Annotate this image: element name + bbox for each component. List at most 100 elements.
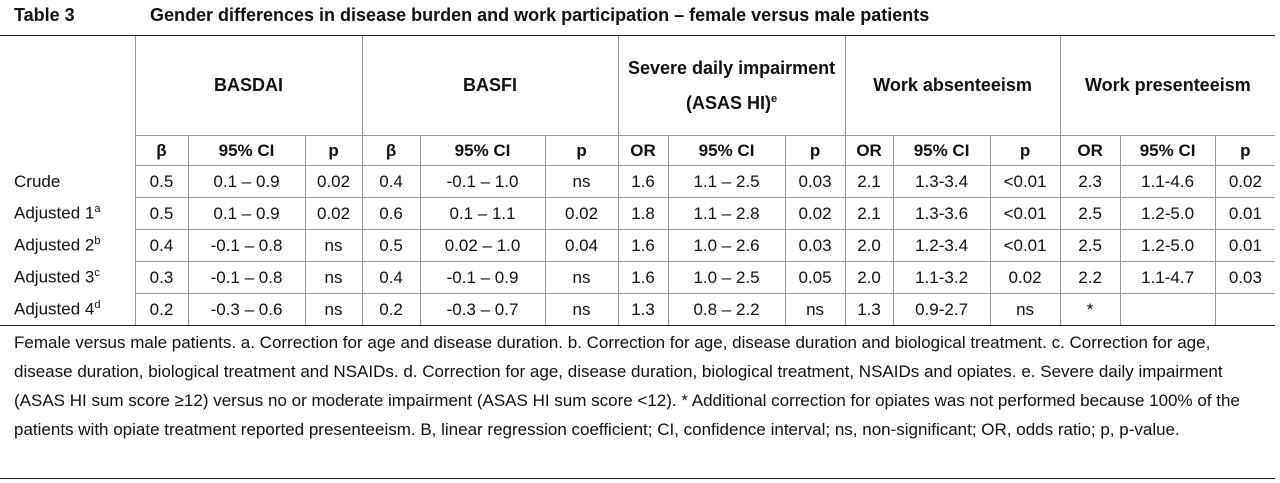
- table-cell: 1.6: [617, 261, 669, 294]
- table-cell: 1.2-5.0: [1119, 197, 1216, 230]
- group-header-text: Work absenteeism: [873, 75, 1032, 95]
- group-header: BASDAI: [134, 35, 363, 136]
- row-label-sup: c: [94, 267, 100, 280]
- table-cell: 0.02: [989, 261, 1061, 294]
- table-cell: 1.1 – 2.8: [667, 197, 786, 230]
- table-cell: 1.1-4.7: [1119, 261, 1216, 294]
- row-label-text: Adjusted 2: [14, 235, 95, 255]
- empty-cell: [1119, 293, 1216, 326]
- column-header: β: [134, 135, 188, 166]
- table-cell: 0.02: [304, 197, 363, 230]
- table-cell: -0.1 – 0.9: [419, 261, 546, 294]
- table-cell: 1.6: [617, 229, 669, 262]
- group-header-text: Work presenteeism: [1084, 75, 1251, 95]
- table-cell: ns: [544, 293, 619, 326]
- table-cell: 0.04: [544, 229, 619, 262]
- table-cell: 2.0: [844, 261, 894, 294]
- table-cell: 0.03: [784, 165, 846, 198]
- row-label-sup: b: [94, 235, 101, 248]
- table-cell: 0.02: [304, 165, 363, 198]
- table-cell: 1.3-3.4: [892, 165, 991, 198]
- group-header: Work absenteeism: [844, 35, 1061, 136]
- column-header: β: [361, 135, 421, 166]
- table-cell: 0.01: [1214, 197, 1276, 230]
- table-cell: 0.6: [361, 197, 421, 230]
- table-cell: 1.2-5.0: [1119, 229, 1216, 262]
- table-cell: 1.0 – 2.6: [667, 229, 786, 262]
- table-cell: ns: [544, 165, 619, 198]
- table-caption: Gender differences in disease burden and…: [150, 5, 930, 25]
- table-cell: 0.9-2.7: [892, 293, 991, 326]
- column-header: 95% CI: [419, 135, 546, 166]
- column-header: OR: [844, 135, 894, 166]
- column-header: 95% CI: [187, 135, 305, 166]
- group-header-sup: e: [770, 92, 778, 105]
- table-row: Adjusted 4d 0.2 -0.3 – 0.6 ns 0.2 -0.3 – 0.7 n…: [0, 293, 1276, 326]
- table-cell: <0.01: [989, 165, 1061, 198]
- table-cell: 1.6: [617, 165, 669, 198]
- column-header: p: [989, 135, 1061, 166]
- table-row: Adjusted 2b 0.4 -0.1 – 0.8 ns 0.5 0.02 – 1.0 0…: [0, 229, 1276, 262]
- table-cell: *: [1059, 293, 1121, 326]
- column-header: OR: [617, 135, 669, 166]
- table-cell: 1.0 – 2.5: [667, 261, 786, 294]
- table-cell: -0.1 – 0.8: [187, 261, 305, 294]
- table-cell: 0.1 – 0.9: [187, 197, 305, 230]
- table-cell: ns: [304, 261, 363, 294]
- row-label-text: Adjusted 1: [14, 203, 95, 223]
- row-label-sup: a: [94, 203, 101, 216]
- row-label: Adjusted 2b: [0, 230, 135, 262]
- table-cell: 0.03: [1214, 261, 1276, 294]
- column-header: p: [544, 135, 619, 166]
- group-header-text: Severe daily impairment (ASAS HI): [628, 57, 836, 113]
- table-cell: <0.01: [989, 229, 1061, 262]
- row-label: Adjusted 4d: [0, 293, 135, 326]
- column-header: p: [784, 135, 846, 166]
- bottom-rule: [0, 478, 1275, 479]
- table-cell: 0.5: [134, 197, 188, 230]
- table-cell: -0.1 – 1.0: [419, 165, 546, 198]
- table-row: Adjusted 3c 0.3 -0.1 – 0.8 ns 0.4 -0.1 – 0.9 n…: [0, 261, 1276, 294]
- column-header: 95% CI: [892, 135, 991, 166]
- row-label-text: Adjusted 4: [14, 299, 95, 319]
- footnote: Female versus male patients. a. Correcti…: [14, 333, 1240, 439]
- row-label-text: Crude: [14, 171, 61, 191]
- table-cell: 2.2: [1059, 261, 1121, 294]
- table-cell: ns: [989, 293, 1061, 326]
- table-cell: 2.0: [844, 229, 894, 262]
- table-cell: ns: [784, 293, 846, 326]
- table-cell: ns: [544, 261, 619, 294]
- table-cell: <0.01: [989, 197, 1061, 230]
- table-cell: ns: [304, 229, 363, 262]
- table-cell: 0.4: [361, 261, 421, 294]
- table-cell: 0.02 – 1.0: [419, 229, 546, 262]
- table-cell: 0.01: [1214, 229, 1276, 262]
- column-header: p: [1214, 135, 1276, 166]
- row-label: Adjusted 3c: [0, 262, 135, 294]
- column-header: p: [304, 135, 363, 166]
- table-cell: 2.3: [1059, 165, 1121, 198]
- table-cell: 1.3: [844, 293, 894, 326]
- table-cell: 0.2: [361, 293, 421, 326]
- group-header: Severe daily impairment (ASAS HI)e: [617, 35, 846, 136]
- table-cell: 2.1: [844, 197, 894, 230]
- table-cell: 0.5: [134, 165, 188, 198]
- table-cell: 0.02: [784, 197, 846, 230]
- table-cell: 1.3: [617, 293, 669, 326]
- table-cell: 0.02: [1214, 165, 1276, 198]
- table-cell: 1.1-3.2: [892, 261, 991, 294]
- group-header: BASFI: [361, 35, 619, 136]
- column-header: 95% CI: [667, 135, 786, 166]
- row-label: Crude: [0, 166, 135, 198]
- group-header-text: BASDAI: [214, 75, 284, 95]
- table-cell: 1.1-4.6: [1119, 165, 1216, 198]
- table-cell: 0.1 – 1.1: [419, 197, 546, 230]
- row-label-text: Adjusted 3: [14, 267, 95, 287]
- table-cell: 2.5: [1059, 229, 1121, 262]
- table-cell: 0.3: [134, 261, 188, 294]
- table-row: Crude 0.5 0.1 – 0.9 0.02 0.4 -0.1 – 1.0 ns 1.6 1…: [0, 165, 1276, 198]
- table-cell: 0.2: [134, 293, 188, 326]
- table-cell: 0.4: [361, 165, 421, 198]
- row-label-sup: d: [94, 298, 101, 311]
- group-header: Work presenteeism: [1059, 35, 1276, 136]
